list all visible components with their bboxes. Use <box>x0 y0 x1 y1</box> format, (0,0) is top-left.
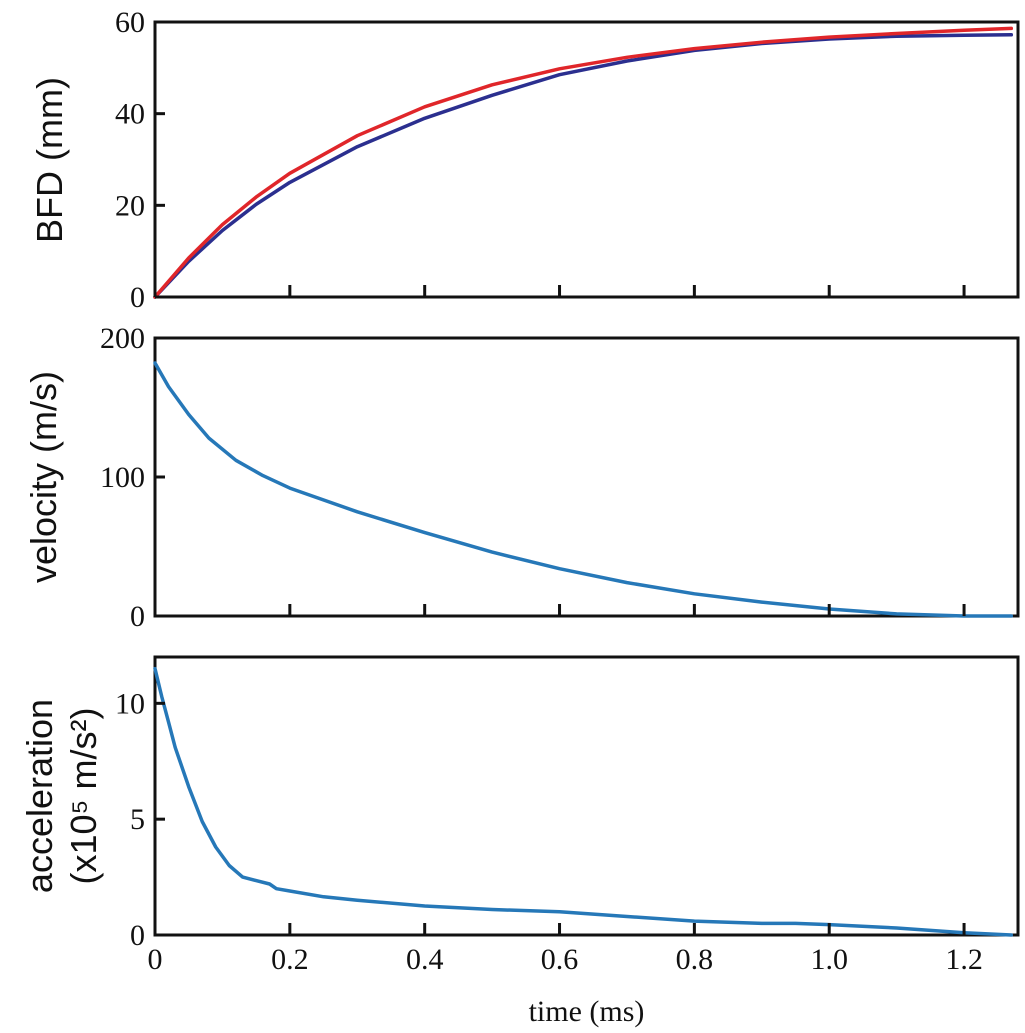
panel-3-series-1-line <box>153 666 1014 937</box>
panel-1-ytick-label: 20 <box>115 189 145 222</box>
panel-3-ytick-label: 10 <box>115 687 145 720</box>
panel-3-ylabel-unit: (x10⁵ m/s²) <box>63 708 104 885</box>
panel-1-ytick-label: 40 <box>115 98 145 131</box>
xtick-label: 0.8 <box>676 943 714 976</box>
panel-3-ytick-label: 0 <box>130 919 145 952</box>
panel-2-ytick-label: 200 <box>100 322 145 355</box>
xtick-label: 1.0 <box>810 943 848 976</box>
panel-3-ytick-label: 5 <box>130 803 145 836</box>
panel-3-ylabel: acceleration <box>19 699 60 893</box>
panel-2-ytick-label: 0 <box>130 600 145 633</box>
xtick-label: 1.2 <box>945 943 983 976</box>
panel-1-ytick-label: 60 <box>115 6 145 39</box>
panel-2-series-1-line <box>153 361 1014 618</box>
panel-1-series-2-line <box>153 26 1014 299</box>
panel-1-frame <box>153 20 1020 299</box>
xtick-label: 0.4 <box>406 943 444 976</box>
xtick-label: 0.2 <box>271 943 309 976</box>
panel-3-frame <box>153 655 1020 937</box>
xtick-label: 0 <box>148 943 163 976</box>
xaxis-label: time (ms) <box>529 995 645 1028</box>
panel-2-ytick-label: 100 <box>100 461 145 494</box>
panel-1-ytick-label: 0 <box>130 281 145 314</box>
panel-1-series-1-line <box>153 33 1014 299</box>
panel-2-ylabel: velocity (m/s) <box>23 371 64 583</box>
panel-1-ylabel: BFD (mm) <box>29 77 70 243</box>
xtick-label: 0.6 <box>541 943 579 976</box>
